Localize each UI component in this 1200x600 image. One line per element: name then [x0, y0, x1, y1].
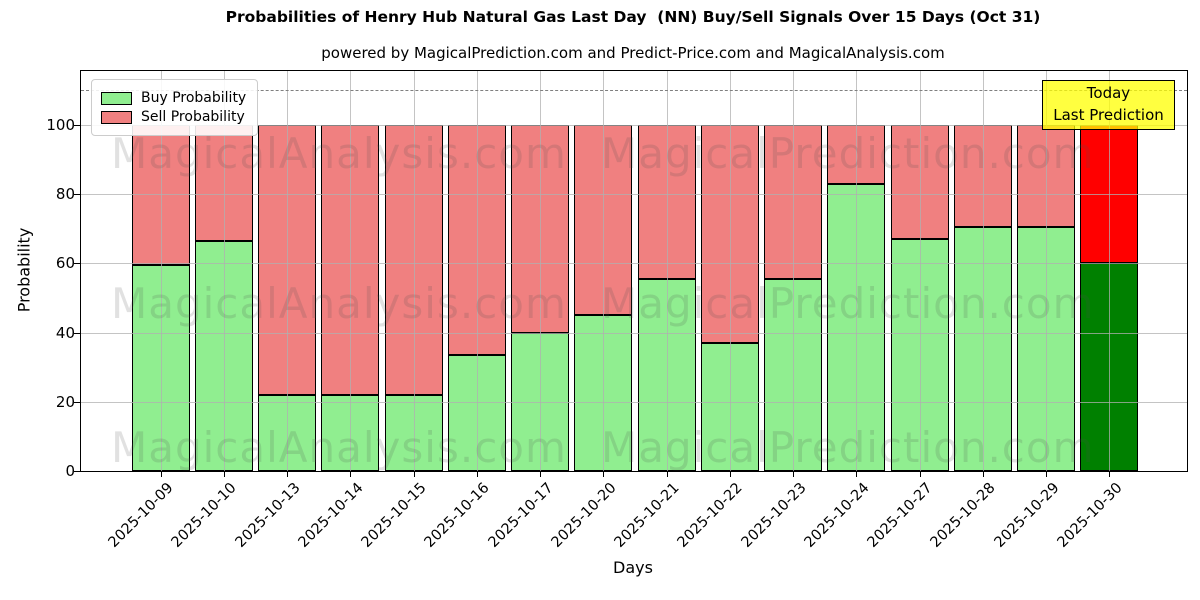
y-tick-label: 100: [46, 116, 75, 134]
bar-segment-buy: [384, 394, 443, 471]
x-tick-label: 2025-10-24: [801, 480, 873, 551]
bar-segment-buy-today: [1080, 263, 1139, 471]
y-tick-label: 80: [55, 185, 75, 204]
y-tick-label: 60: [55, 254, 75, 273]
legend-swatch: [101, 91, 132, 105]
legend-row: Sell Probability: [101, 109, 246, 125]
x-tick-mark: [982, 471, 984, 477]
bar-segment-sell: [827, 125, 886, 184]
x-axis-label: Days: [613, 558, 653, 577]
bar-segment-sell: [511, 125, 569, 333]
x-tick-label: 2025-10-27: [864, 480, 936, 551]
bar-segment-sell: [131, 125, 190, 266]
x-tick-label: 2025-10-23: [738, 480, 810, 551]
y-tick-label: 20: [55, 392, 75, 411]
y-tick-mark: [74, 263, 81, 265]
bar-segment-sell: [258, 125, 316, 395]
x-tick-label: 2025-10-30: [1054, 480, 1126, 551]
x-tick-label: 2025-10-17: [485, 480, 557, 551]
x-tick-mark: [413, 471, 415, 477]
x-tick-mark: [856, 471, 858, 477]
bar-segment-buy: [447, 355, 506, 471]
bar-segment-sell: [700, 125, 759, 343]
today-annotation-line-2: Last Prediction: [1053, 106, 1164, 124]
x-tick-label: 2025-10-20: [548, 480, 620, 551]
x-tick-mark: [603, 471, 605, 477]
legend-swatch: [101, 110, 132, 124]
bar-segment-sell: [637, 125, 696, 279]
bar-segment-sell: [574, 125, 633, 316]
x-tick-label: 2025-10-13: [232, 480, 304, 551]
x-tick-mark: [793, 471, 794, 477]
legend-row: Buy Probability: [101, 90, 246, 106]
bar-segment-sell: [447, 125, 506, 356]
x-tick-mark: [350, 471, 352, 477]
legend: Buy Probability Sell Probability: [91, 79, 259, 136]
x-tick-mark: [223, 471, 225, 477]
bar-segment-buy: [194, 240, 253, 471]
plot-area: MagicalAnalysis.comMagicalPrediction.com…: [46, 70, 1188, 480]
bar-segment-sell: [321, 125, 380, 395]
bar-segment-buy: [1017, 227, 1075, 471]
bar-segment-buy: [700, 342, 759, 471]
chart-title: Probabilities of Henry Hub Natural Gas L…: [225, 8, 1041, 26]
bar-segment-buy: [131, 265, 190, 471]
bar-segment-buy: [890, 239, 949, 471]
x-tick-label: 2025-10-09: [105, 480, 177, 551]
y-tick-label: 0: [65, 462, 75, 480]
x-tick-mark: [540, 471, 541, 477]
y-tick-mark: [74, 471, 81, 472]
x-tick-mark: [919, 471, 921, 477]
bar-segment-sell: [384, 125, 443, 395]
bar-segment-buy: [258, 394, 316, 471]
bar-segment-buy: [511, 332, 569, 471]
bar-segment-sell: [890, 125, 949, 240]
bar-segment-buy: [764, 278, 822, 471]
x-tick-label: 2025-10-22: [675, 480, 747, 551]
bar-segment-sell: [953, 125, 1012, 228]
bar-segment-buy: [953, 227, 1012, 471]
x-tick-mark: [666, 471, 668, 477]
x-tick-label: 2025-10-21: [611, 480, 683, 551]
x-tick-mark: [476, 471, 478, 477]
y-tick-label: 40: [55, 323, 75, 342]
y-tick-mark: [74, 401, 81, 403]
bar-segment-sell: [764, 125, 822, 279]
x-tick-mark: [729, 471, 731, 477]
x-tick-label: 2025-10-15: [358, 480, 430, 551]
today-annotation: Today Last Prediction: [1042, 80, 1175, 130]
bar-segment-buy: [827, 183, 886, 471]
bar-segment-sell-today: [1080, 125, 1139, 264]
x-tick-label: 2025-10-16: [422, 480, 494, 551]
x-tick-mark: [287, 471, 288, 477]
x-tick-mark: [1046, 471, 1047, 477]
x-tick-label: 2025-10-29: [991, 480, 1063, 551]
today-annotation-line-1: Today: [1086, 84, 1131, 103]
x-tick-mark: [160, 471, 162, 477]
bar-segment-buy: [574, 315, 633, 471]
legend-label: Sell Probability: [141, 109, 245, 125]
chart-subtitle: powered by MagicalPrediction.com and Pre…: [321, 44, 945, 62]
x-tick-label: 2025-10-28: [928, 480, 1000, 551]
y-tick-mark: [74, 125, 81, 126]
bar-segment-buy: [637, 278, 696, 471]
x-tick-label: 2025-10-14: [295, 480, 367, 551]
bar-segment-buy: [321, 394, 380, 471]
bar-segment-sell: [1017, 125, 1075, 228]
x-tick-mark: [1109, 471, 1111, 477]
legend-label: Buy Probability: [141, 90, 247, 106]
bar-segment-sell: [194, 125, 253, 241]
y-tick-mark: [74, 194, 81, 196]
y-tick-mark: [74, 332, 81, 334]
x-tick-label: 2025-10-10: [169, 480, 241, 551]
